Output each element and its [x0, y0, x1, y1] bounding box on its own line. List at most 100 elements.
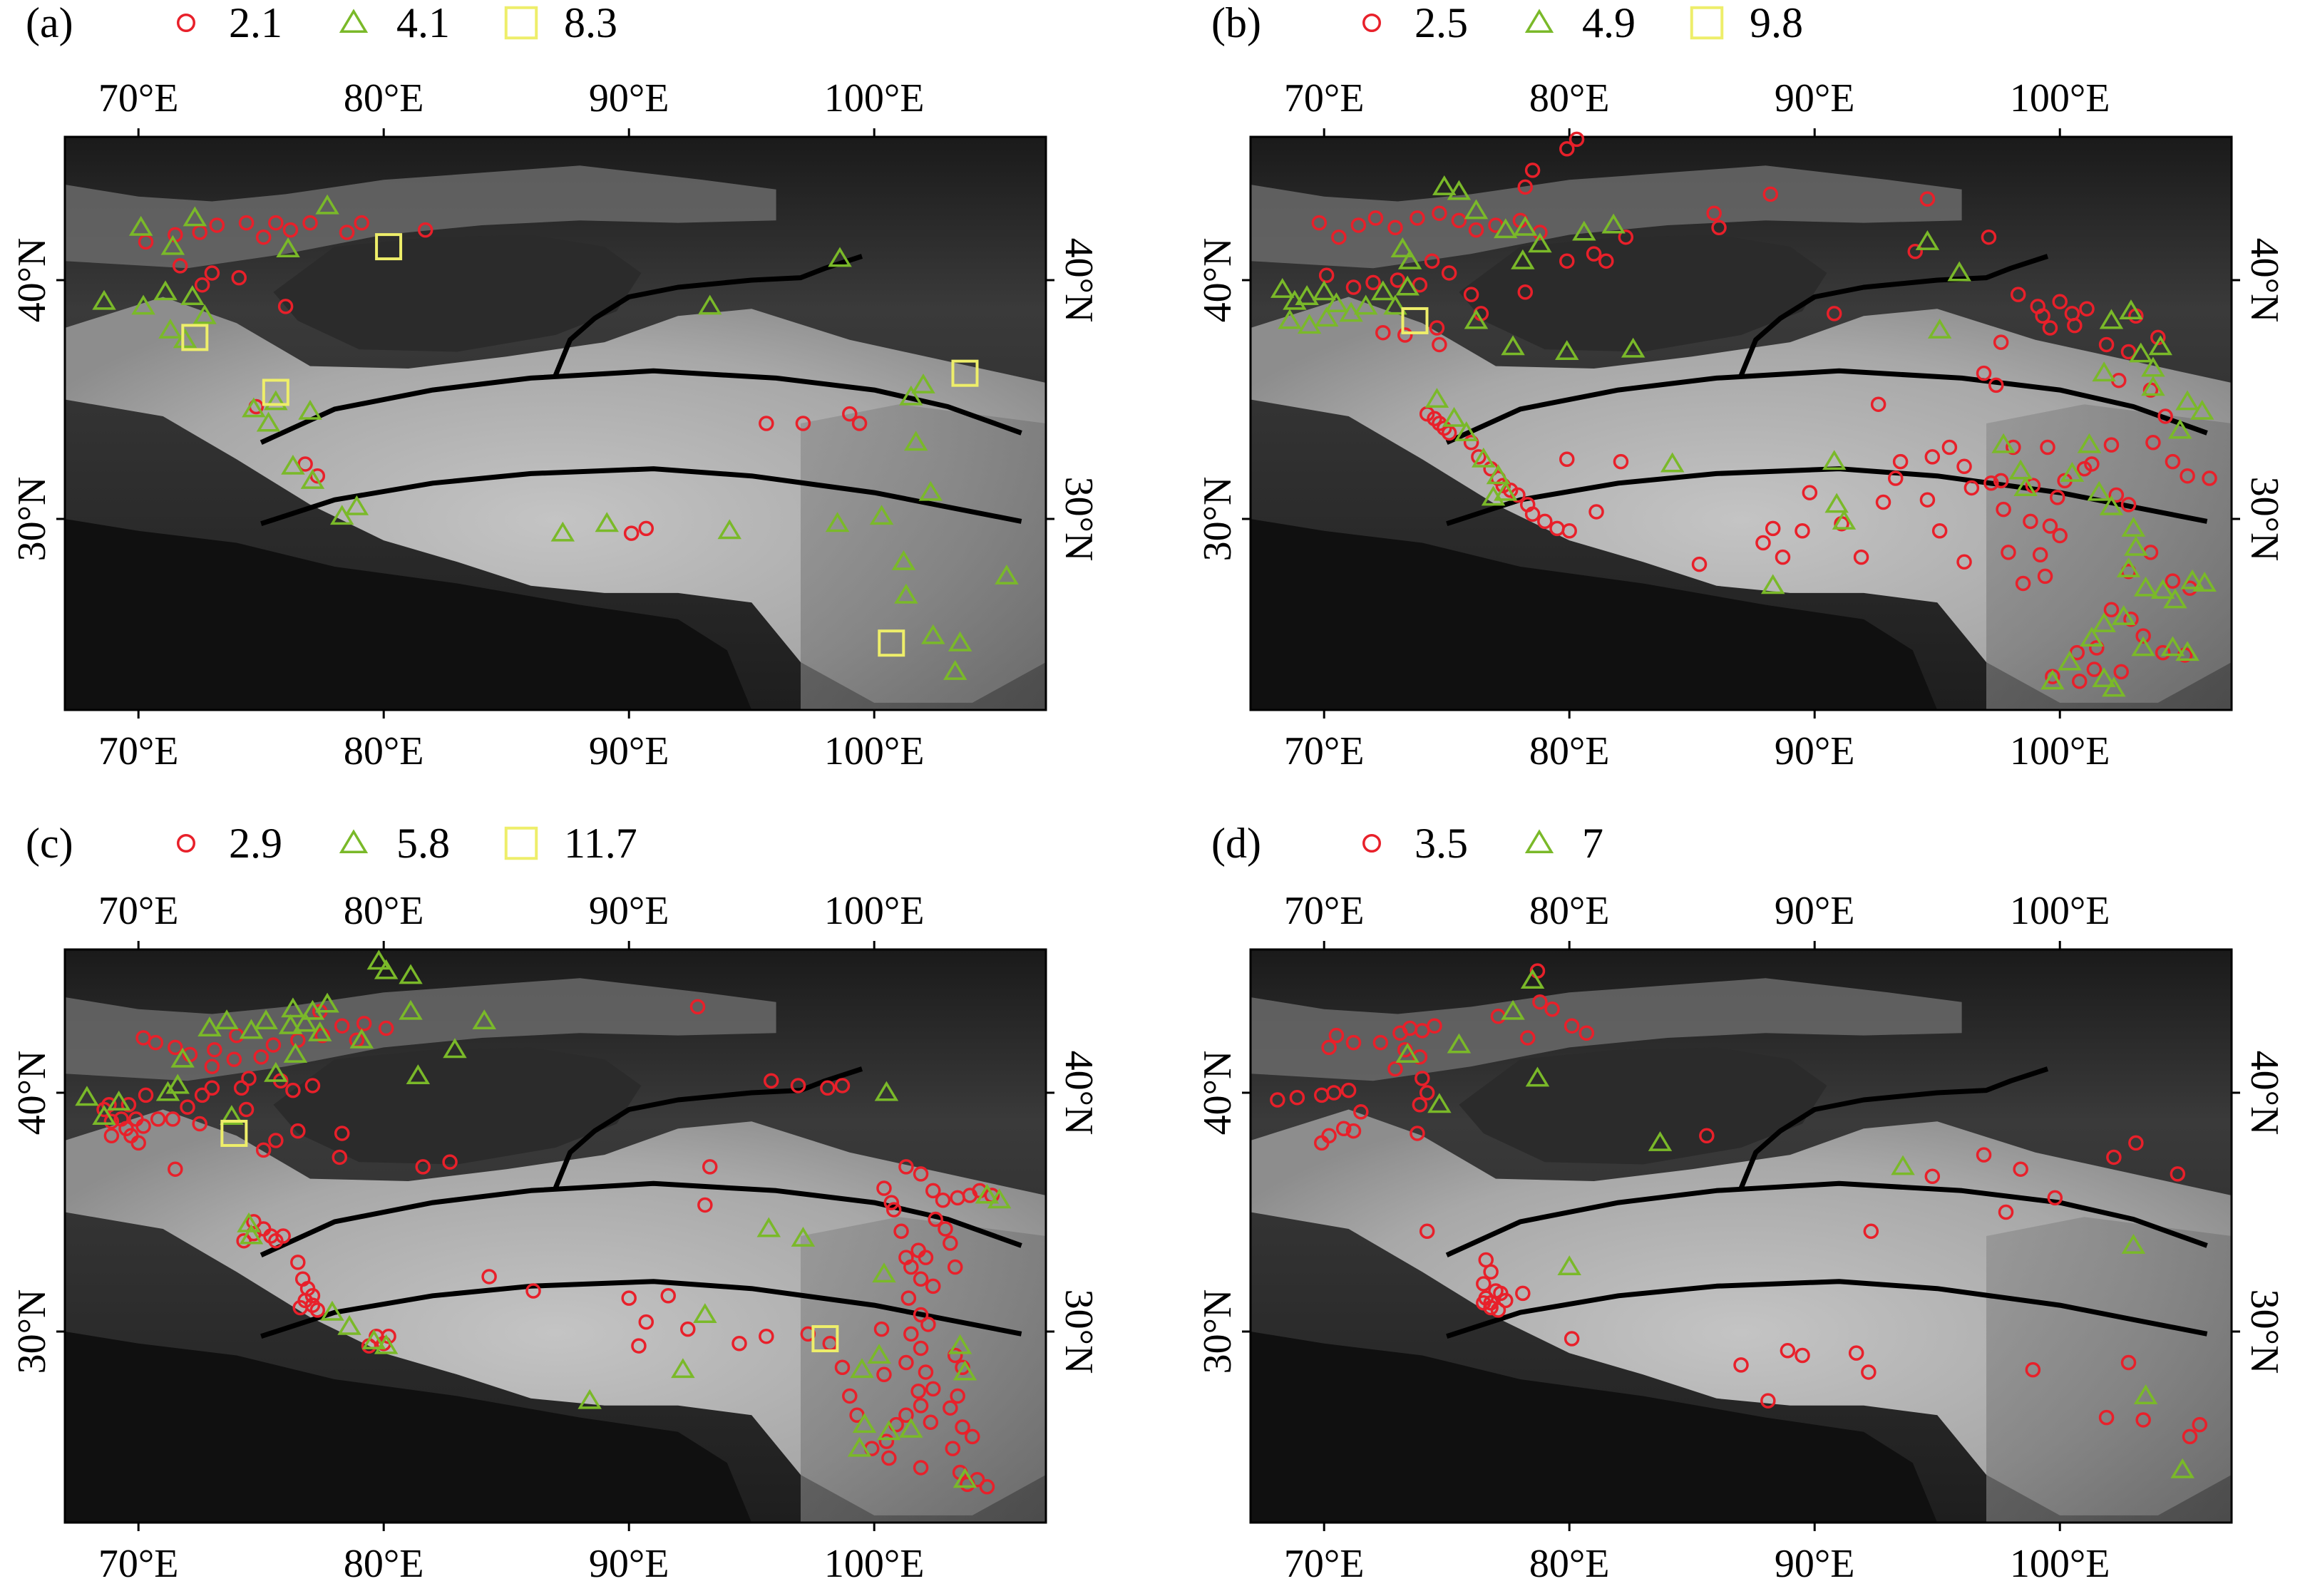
station-triangle-marker: [2040, 669, 2065, 690]
lat-tick-label-left: 40°N: [1196, 238, 1240, 323]
station-triangle-marker: [921, 624, 945, 644]
station-circle-marker: [1372, 1034, 1389, 1051]
station-triangle-marker: [197, 1016, 222, 1037]
station-circle-marker: [834, 1078, 851, 1093]
station-triangle-marker: [1648, 1131, 1673, 1151]
station-triangle-marker: [1555, 340, 1579, 360]
station-triangle-marker: [1395, 275, 1420, 296]
station-triangle-marker: [2163, 588, 2187, 609]
station-circle-marker: [1983, 475, 1999, 491]
station-circle-marker: [1559, 451, 1575, 467]
station-triangle-marker: [903, 431, 928, 451]
station-triangle-marker: [2141, 376, 2165, 396]
station-circle-marker: [1919, 191, 1936, 207]
station-circle-marker: [1335, 1121, 1352, 1136]
station-triangle-marker: [2175, 641, 2199, 661]
station-circle-marker: [1314, 1135, 1330, 1151]
legend-triangle-label: 7: [1582, 820, 1603, 867]
station-circle-marker: [1848, 1345, 1864, 1361]
fault-line-1: [1738, 254, 2049, 377]
station-circle-marker: [1711, 220, 1727, 236]
station-circle-marker: [1598, 253, 1614, 269]
station-triangle-marker: [374, 1334, 399, 1354]
station-circle-marker: [1432, 205, 1447, 221]
station-circle-marker: [950, 1388, 965, 1404]
station-triangle-marker: [399, 999, 423, 1020]
station-triangle-marker: [399, 964, 423, 984]
station-triangle-marker: [2060, 461, 2085, 482]
station-triangle-marker: [2133, 576, 2158, 597]
station-triangle-marker: [899, 385, 923, 406]
station-circle-marker: [1524, 163, 1541, 178]
station-triangle-marker: [2121, 1233, 2146, 1254]
station-square-marker: [262, 379, 289, 406]
station-circle-marker: [103, 1113, 120, 1129]
station-triangle-marker: [220, 1105, 244, 1125]
station-circle-marker: [763, 1073, 779, 1088]
station-circle-marker: [207, 1041, 222, 1058]
station-triangle-marker: [693, 1303, 717, 1324]
station-circle-marker: [913, 1340, 929, 1356]
station-circle-marker: [660, 1288, 676, 1304]
station-circle-marker: [180, 1099, 195, 1115]
station-triangle-marker: [2190, 399, 2214, 420]
station-circle-marker: [1559, 141, 1575, 157]
panel-label: (a): [26, 0, 73, 46]
legend-circle-symbol: [1362, 834, 1381, 853]
station-circle-marker: [925, 1381, 941, 1397]
station-triangle-marker: [1486, 464, 1511, 485]
station-circle-marker: [1311, 215, 1328, 231]
station-circle-marker: [2113, 664, 2129, 680]
station-circle-marker: [903, 1259, 919, 1275]
station-triangle-marker: [975, 1183, 1000, 1204]
station-circle-marker: [2052, 294, 2068, 309]
station-triangle-marker: [697, 294, 722, 315]
station-triangle-marker: [577, 1389, 602, 1409]
station-circle-marker: [898, 1159, 914, 1175]
station-circle-marker: [309, 1302, 326, 1318]
station-circle-marker: [947, 1259, 963, 1275]
station-triangle-marker: [1464, 309, 1489, 329]
tarim-basin: [1459, 235, 1827, 352]
station-circle-marker: [2103, 602, 2120, 618]
station-triangle-marker: [281, 997, 305, 1018]
station-circle-marker: [1410, 210, 1425, 226]
lon-tick-label-top: 90°E: [1775, 889, 1855, 933]
station-circle-marker: [354, 215, 369, 231]
station-triangle-marker: [1427, 1093, 1452, 1113]
station-triangle-marker: [2087, 480, 2111, 501]
station-circle-marker: [1427, 1018, 1442, 1034]
station-circle-marker: [1270, 1092, 1285, 1108]
station-circle-marker: [120, 1097, 137, 1113]
station-circle-marker: [2047, 1190, 2063, 1206]
station-circle-marker: [1963, 480, 1980, 496]
fault-line-1: [553, 254, 863, 377]
legend-circle-symbol: [1362, 14, 1381, 32]
station-triangle-marker: [1353, 294, 1378, 315]
station-circle-marker: [1765, 520, 1781, 537]
station-triangle-marker: [1525, 1066, 1550, 1087]
station-circle-marker: [332, 1149, 348, 1165]
legend-circle-label: 2.9: [229, 820, 282, 867]
station-triangle-marker: [1447, 1033, 1472, 1054]
lat-tick-label-right: 30°N: [2242, 1289, 2286, 1374]
station-circle-marker: [935, 1193, 951, 1208]
lon-tick-label-bottom: 100°E: [824, 1542, 925, 1586]
station-triangle-marker: [215, 1009, 239, 1029]
station-circle-marker: [1476, 1276, 1492, 1292]
station-circle-marker: [1345, 279, 1362, 295]
station-triangle-marker: [847, 1436, 872, 1457]
station-square-marker: [1401, 307, 1429, 334]
station-triangle-marker: [1501, 999, 1525, 1020]
station-triangle-marker: [2102, 676, 2126, 697]
station-circle-marker: [1996, 501, 2011, 518]
station-triangle-marker: [850, 1358, 874, 1379]
station-triangle-marker: [717, 519, 741, 540]
lat-tick-label-left: 40°N: [1196, 1051, 1240, 1136]
station-triangle-marker: [158, 318, 183, 339]
station-circle-marker: [702, 1159, 718, 1175]
station-circle-marker: [1875, 494, 1891, 510]
lat-tick-label-right: 40°N: [2242, 1051, 2286, 1136]
station-circle-marker: [913, 1307, 929, 1323]
station-circle-marker: [135, 1118, 151, 1134]
